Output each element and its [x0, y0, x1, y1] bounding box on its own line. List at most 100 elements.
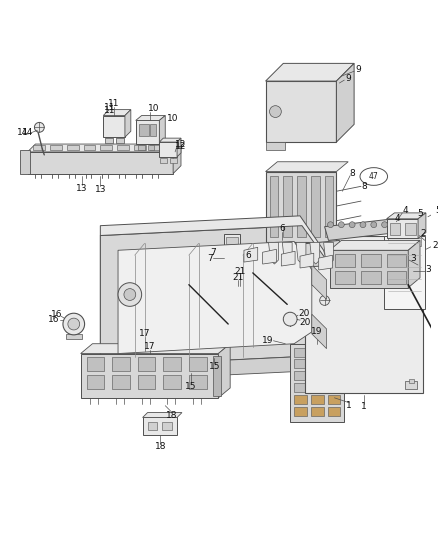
Bar [405, 381, 417, 389]
Bar [311, 407, 324, 416]
Polygon shape [28, 144, 181, 152]
Bar [389, 223, 400, 235]
Text: 7: 7 [208, 254, 213, 263]
Text: 47: 47 [369, 172, 379, 181]
Polygon shape [103, 110, 131, 116]
Bar [87, 375, 104, 389]
Polygon shape [263, 249, 276, 264]
Text: 2: 2 [420, 229, 426, 238]
Polygon shape [387, 213, 426, 219]
Ellipse shape [360, 168, 388, 185]
Bar [336, 254, 355, 267]
Bar [328, 348, 340, 357]
Bar [116, 138, 124, 143]
Bar [148, 145, 155, 150]
Text: 4: 4 [403, 206, 408, 215]
Bar [105, 138, 113, 143]
Bar [66, 334, 81, 339]
Circle shape [269, 106, 281, 117]
Bar [170, 158, 177, 163]
Bar [311, 286, 318, 309]
Text: 12: 12 [175, 140, 187, 149]
Bar [328, 359, 340, 368]
Bar [28, 152, 173, 174]
Bar [213, 356, 221, 396]
Bar [163, 358, 181, 372]
Bar [162, 286, 169, 309]
Bar [100, 145, 112, 150]
Text: 21: 21 [232, 273, 244, 282]
Circle shape [371, 222, 377, 228]
Bar [33, 145, 45, 150]
Circle shape [283, 312, 297, 326]
Polygon shape [143, 413, 182, 417]
Bar [294, 383, 307, 392]
Circle shape [68, 318, 80, 330]
Bar [405, 223, 416, 235]
Polygon shape [300, 253, 314, 268]
Bar [151, 145, 162, 150]
Text: 19: 19 [262, 336, 273, 345]
Bar [201, 281, 221, 287]
Text: 18: 18 [155, 442, 166, 451]
Polygon shape [125, 110, 131, 137]
Text: 6: 6 [279, 224, 285, 233]
Bar [143, 417, 177, 435]
Text: 17: 17 [139, 329, 150, 338]
Circle shape [124, 289, 136, 301]
Text: 5: 5 [435, 206, 438, 215]
Text: 20: 20 [299, 318, 311, 327]
Polygon shape [324, 243, 333, 264]
Bar [162, 423, 172, 430]
Text: 2: 2 [432, 241, 438, 250]
Bar [361, 254, 381, 267]
Bar [328, 395, 340, 403]
Text: 14: 14 [22, 128, 33, 137]
Circle shape [328, 222, 333, 228]
Polygon shape [325, 219, 397, 240]
Bar [112, 375, 130, 389]
Bar [294, 407, 307, 416]
Polygon shape [177, 138, 181, 157]
Text: 1: 1 [346, 401, 352, 410]
Bar [189, 358, 207, 372]
Bar [384, 236, 425, 309]
Bar [20, 150, 29, 174]
Bar [116, 138, 124, 143]
Bar [226, 248, 238, 255]
Bar [226, 270, 238, 277]
Polygon shape [313, 280, 323, 309]
Text: 15: 15 [208, 362, 220, 371]
Text: 13: 13 [95, 185, 106, 194]
Circle shape [118, 282, 141, 306]
Bar [117, 145, 129, 150]
Bar [50, 145, 62, 150]
Polygon shape [100, 225, 327, 366]
Bar [294, 372, 307, 380]
Bar [265, 172, 336, 243]
Polygon shape [167, 280, 323, 288]
Bar [224, 233, 240, 282]
Bar [283, 176, 292, 238]
Bar [81, 353, 219, 398]
Polygon shape [219, 344, 230, 398]
Bar [87, 358, 104, 372]
Text: 3: 3 [425, 265, 431, 274]
Polygon shape [81, 344, 230, 353]
Circle shape [360, 222, 366, 228]
Bar [265, 81, 336, 142]
Bar [305, 236, 423, 393]
Polygon shape [265, 63, 354, 81]
Bar [138, 358, 155, 372]
Text: 20: 20 [298, 309, 310, 318]
Bar [387, 219, 418, 238]
Bar [336, 271, 355, 284]
Bar [294, 348, 307, 357]
Text: 17: 17 [144, 342, 155, 351]
Bar [311, 359, 324, 368]
Circle shape [381, 222, 388, 228]
Circle shape [63, 313, 85, 335]
Bar [163, 375, 181, 389]
Polygon shape [418, 213, 426, 238]
Text: 11: 11 [104, 106, 116, 115]
